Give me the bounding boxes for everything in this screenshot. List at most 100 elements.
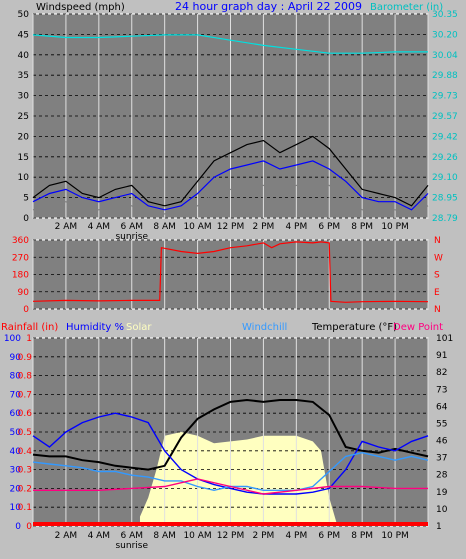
x-tick: 8 AM: [153, 222, 176, 232]
solar-area-4: [139, 432, 338, 526]
humidity-tick: 20: [10, 484, 22, 494]
baro-tick: 29.26: [432, 153, 458, 163]
rain-tick: 0: [26, 522, 32, 532]
baro-tick: 28.79: [432, 214, 458, 224]
dir-tick: 90: [18, 288, 30, 298]
temp-tick: 64: [436, 402, 448, 412]
wind-tick: 30: [18, 92, 30, 102]
windchill-label: Windchill: [242, 322, 287, 333]
humidity-tick: 30: [10, 466, 22, 476]
temp-tick: 37: [436, 454, 447, 464]
rain-tick: 0.3: [18, 466, 32, 476]
temp-tick: 1: [436, 522, 442, 532]
x-tick: 8 PM: [351, 222, 373, 232]
x-tick: 6 AM: [120, 222, 143, 232]
humidity-tick: 0: [15, 522, 21, 532]
x-tick: 2 AM: [55, 531, 78, 541]
x-tick: 12 PM: [217, 222, 245, 232]
wind-tick: 0: [23, 214, 29, 224]
x-tick: 10 PM: [381, 222, 409, 232]
temp-tick: 82: [436, 368, 447, 378]
rain-tick: 1: [26, 334, 32, 344]
compass-tick: N: [434, 236, 441, 246]
rain-tick: 0.1: [18, 503, 32, 513]
rain-tick: 0.6: [18, 409, 33, 419]
x-tick: 6 PM: [318, 222, 340, 232]
x-tick: 10 AM: [183, 222, 211, 232]
left-axis-label: Windspeed (mph): [36, 2, 125, 13]
right-axis-label: Barometer (in): [370, 2, 443, 13]
rain-tick: 0.5: [18, 428, 32, 438]
sunrise-label: sunrise: [115, 541, 148, 551]
temp-tick: 28: [436, 471, 448, 481]
compass-tick: E: [434, 288, 440, 298]
humidity-tick: 90: [10, 353, 22, 363]
x-tick: 10 AM: [183, 531, 211, 541]
dir-tick: 270: [12, 253, 29, 263]
x-tick: 8 PM: [351, 531, 373, 541]
rainfall-label: Rainfall (in): [1, 322, 58, 333]
x-tick: 6 AM: [120, 531, 143, 541]
rainfall-bar: [33, 522, 428, 526]
x-tick: 4 AM: [88, 222, 111, 232]
x-tick: 4 AM: [88, 531, 111, 541]
wind-tick: 15: [18, 153, 29, 163]
humidity-tick: 60: [10, 409, 22, 419]
x-tick: 2 PM: [253, 531, 275, 541]
baro-tick: 29.73: [432, 92, 458, 102]
baro-tick: 29.10: [432, 173, 458, 183]
temperature-label: Temperature (°F): [311, 322, 397, 333]
x-tick: 4 PM: [285, 222, 307, 232]
wind-tick: 40: [18, 51, 30, 61]
humidity-tick: 80: [10, 372, 22, 382]
rain-tick: 0.8: [18, 372, 33, 382]
dir-tick: 180: [12, 271, 29, 281]
rain-tick: 0.9: [18, 353, 33, 363]
rain-tick: 0.7: [18, 390, 32, 400]
wind-dir-line-0: [32, 241, 429, 303]
x-tick: 12 PM: [217, 531, 245, 541]
series-line-0: [32, 398, 429, 471]
baro-tick: 29.88: [432, 71, 458, 81]
series-line-3: [32, 34, 428, 54]
x-tick: 2 PM: [253, 222, 275, 232]
wind-tick: 45: [18, 30, 29, 40]
series-line-0: [32, 135, 429, 207]
humidity-tick: 50: [10, 428, 22, 438]
x-tick: 8 AM: [153, 531, 176, 541]
series-line-3: [33, 478, 428, 495]
baro-tick: 29.42: [432, 132, 458, 142]
humidity-tick: 40: [10, 447, 22, 457]
temp-tick: 91: [436, 351, 447, 361]
chart-title: 24 hour graph day : April 22 2009: [175, 0, 362, 13]
wind-tick: 25: [18, 112, 29, 122]
rain-tick: 0.4: [18, 447, 33, 457]
sunrise-label: sunrise: [115, 232, 148, 242]
x-tick: 6 PM: [318, 531, 340, 541]
wind-tick: 50: [18, 10, 30, 20]
wind-tick: 10: [18, 173, 30, 183]
series-line-2: [32, 180, 429, 215]
baro-tick: 30.35: [432, 10, 458, 20]
humidity-tick: 100: [4, 334, 21, 344]
x-tick: 2 AM: [55, 222, 78, 232]
humidity-tick: 10: [10, 503, 22, 513]
dir-tick: 0: [23, 305, 29, 315]
humidity-label: Humidity %: [66, 322, 124, 333]
compass-tick: N: [434, 305, 441, 315]
x-tick: 10 PM: [381, 531, 409, 541]
rain-tick: 0.2: [18, 484, 32, 494]
temp-tick: 101: [436, 334, 453, 344]
dir-tick: 360: [12, 236, 29, 246]
temp-tick: 73: [436, 385, 447, 395]
x-tick: 4 PM: [285, 531, 307, 541]
compass-tick: W: [434, 253, 443, 263]
solar-label: Solar: [126, 322, 152, 333]
temp-tick: 10: [436, 505, 448, 515]
temp-tick: 46: [436, 437, 448, 447]
humidity-tick: 70: [10, 390, 22, 400]
wind-tick: 35: [18, 71, 29, 81]
baro-tick: 29.57: [432, 112, 458, 122]
wind-tick: 5: [23, 194, 29, 204]
